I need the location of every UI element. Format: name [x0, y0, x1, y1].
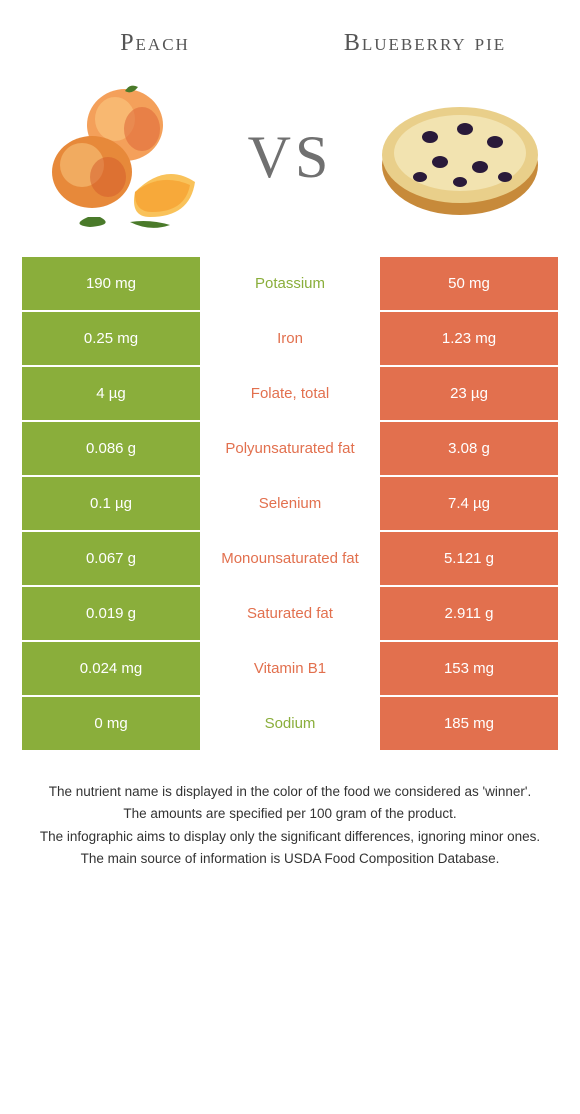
right-value-cell: 153 mg	[380, 642, 558, 695]
right-value-cell: 50 mg	[380, 257, 558, 310]
right-value-cell: 2.911 g	[380, 587, 558, 640]
header: Peach Blueberry pie	[0, 0, 580, 67]
footnote-line: The amounts are specified per 100 gram o…	[18, 804, 562, 824]
nutrient-label-cell: Vitamin B1	[200, 642, 380, 695]
right-value-cell: 5.121 g	[380, 532, 558, 585]
nutrient-label-cell: Saturated fat	[200, 587, 380, 640]
nutrient-label-cell: Monounsaturated fat	[200, 532, 380, 585]
table-row: 4 µgFolate, total23 µg	[22, 367, 558, 422]
nutrient-label-cell: Sodium	[200, 697, 380, 750]
left-value-cell: 190 mg	[22, 257, 200, 310]
pie-image	[370, 77, 550, 237]
left-value-cell: 0.067 g	[22, 532, 200, 585]
nutrient-label-cell: Iron	[200, 312, 380, 365]
peach-image	[30, 77, 210, 237]
left-value-cell: 0.086 g	[22, 422, 200, 475]
right-value-cell: 185 mg	[380, 697, 558, 750]
nutrient-label-cell: Selenium	[200, 477, 380, 530]
table-row: 0.067 gMonounsaturated fat5.121 g	[22, 532, 558, 587]
table-row: 0 mgSodium185 mg	[22, 697, 558, 752]
left-value-cell: 0.024 mg	[22, 642, 200, 695]
table-row: 0.024 mgVitamin B1153 mg	[22, 642, 558, 697]
table-row: 0.25 mgIron1.23 mg	[22, 312, 558, 367]
left-value-cell: 4 µg	[22, 367, 200, 420]
vs-label: VS	[248, 123, 333, 192]
comparison-table: 190 mgPotassium50 mg0.25 mgIron1.23 mg4 …	[22, 257, 558, 752]
right-value-cell: 23 µg	[380, 367, 558, 420]
left-value-cell: 0.25 mg	[22, 312, 200, 365]
table-row: 0.1 µgSelenium7.4 µg	[22, 477, 558, 532]
left-value-cell: 0.1 µg	[22, 477, 200, 530]
footnotes: The nutrient name is displayed in the co…	[0, 782, 580, 869]
right-value-cell: 3.08 g	[380, 422, 558, 475]
table-row: 0.019 gSaturated fat2.911 g	[22, 587, 558, 642]
table-row: 0.086 gPolyunsaturated fat3.08 g	[22, 422, 558, 477]
right-value-cell: 7.4 µg	[380, 477, 558, 530]
images-row: VS	[0, 67, 580, 257]
left-value-cell: 0.019 g	[22, 587, 200, 640]
footnote-line: The main source of information is USDA F…	[18, 849, 562, 869]
right-value-cell: 1.23 mg	[380, 312, 558, 365]
left-food-title: Peach	[34, 30, 277, 57]
footnote-line: The nutrient name is displayed in the co…	[18, 782, 562, 802]
footnote-line: The infographic aims to display only the…	[18, 827, 562, 847]
nutrient-label-cell: Polyunsaturated fat	[200, 422, 380, 475]
table-row: 190 mgPotassium50 mg	[22, 257, 558, 312]
nutrient-label-cell: Folate, total	[200, 367, 380, 420]
right-food-title: Blueberry pie	[304, 30, 547, 57]
left-value-cell: 0 mg	[22, 697, 200, 750]
nutrient-label-cell: Potassium	[200, 257, 380, 310]
